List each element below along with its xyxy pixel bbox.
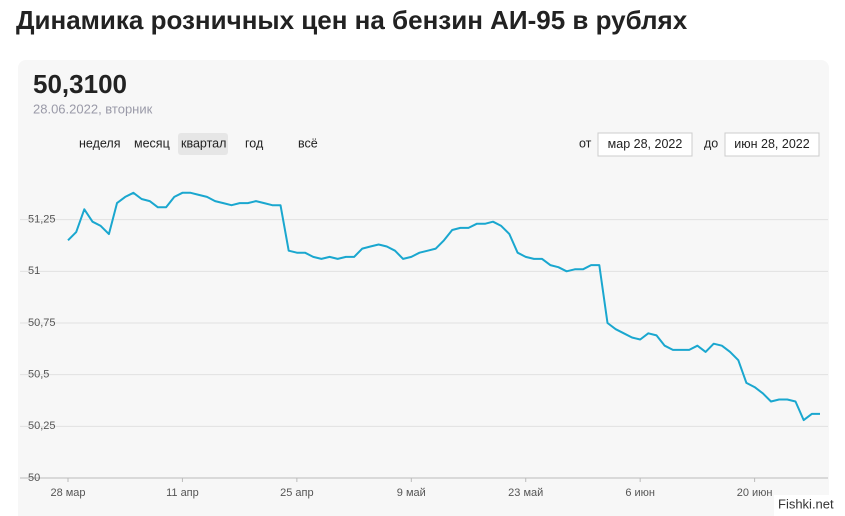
current-date: 28.06.2022, вторник: [33, 101, 153, 116]
y-tick-label: 50,5: [28, 369, 49, 381]
y-tick-label: 50,75: [28, 317, 56, 329]
watermark-bg: [774, 495, 845, 516]
from-date[interactable]: мар 28, 2022: [608, 137, 683, 151]
x-tick-label: 25 апр: [280, 487, 313, 499]
watermark: Fishki.net: [778, 496, 834, 511]
period-button[interactable]: месяц: [134, 136, 170, 150]
x-tick-label: 11 апр: [166, 487, 199, 499]
price-line: [67, 191, 820, 422]
x-tick-label: 23 май: [508, 487, 543, 499]
period-button[interactable]: год: [245, 136, 264, 150]
from-label: от: [579, 136, 592, 150]
from-input[interactable]: [597, 132, 693, 157]
to-input[interactable]: [724, 132, 820, 157]
x-tick-label: 9 май: [397, 487, 426, 499]
x-tick-label: 28 мар: [50, 487, 85, 499]
y-tick-label: 50: [28, 472, 40, 484]
page-title: Динамика розничных цен на бензин АИ-95 в…: [16, 5, 688, 35]
period-selected-bg[interactable]: [178, 133, 228, 155]
y-tick-label: 51: [28, 265, 40, 277]
period-button[interactable]: всё: [298, 136, 318, 150]
y-tick-label: 50,25: [28, 420, 56, 432]
to-label: до: [704, 136, 718, 150]
period-button[interactable]: неделя: [79, 136, 120, 150]
x-tick-label: 6 июн: [625, 487, 655, 499]
y-tick-label: 51,25: [28, 214, 56, 226]
current-value: 50,3100: [33, 69, 127, 99]
period-button[interactable]: квартал: [181, 136, 226, 150]
to-date[interactable]: июн 28, 2022: [734, 137, 809, 151]
card: [18, 60, 829, 516]
x-tick-label: 20 июн: [737, 487, 773, 499]
